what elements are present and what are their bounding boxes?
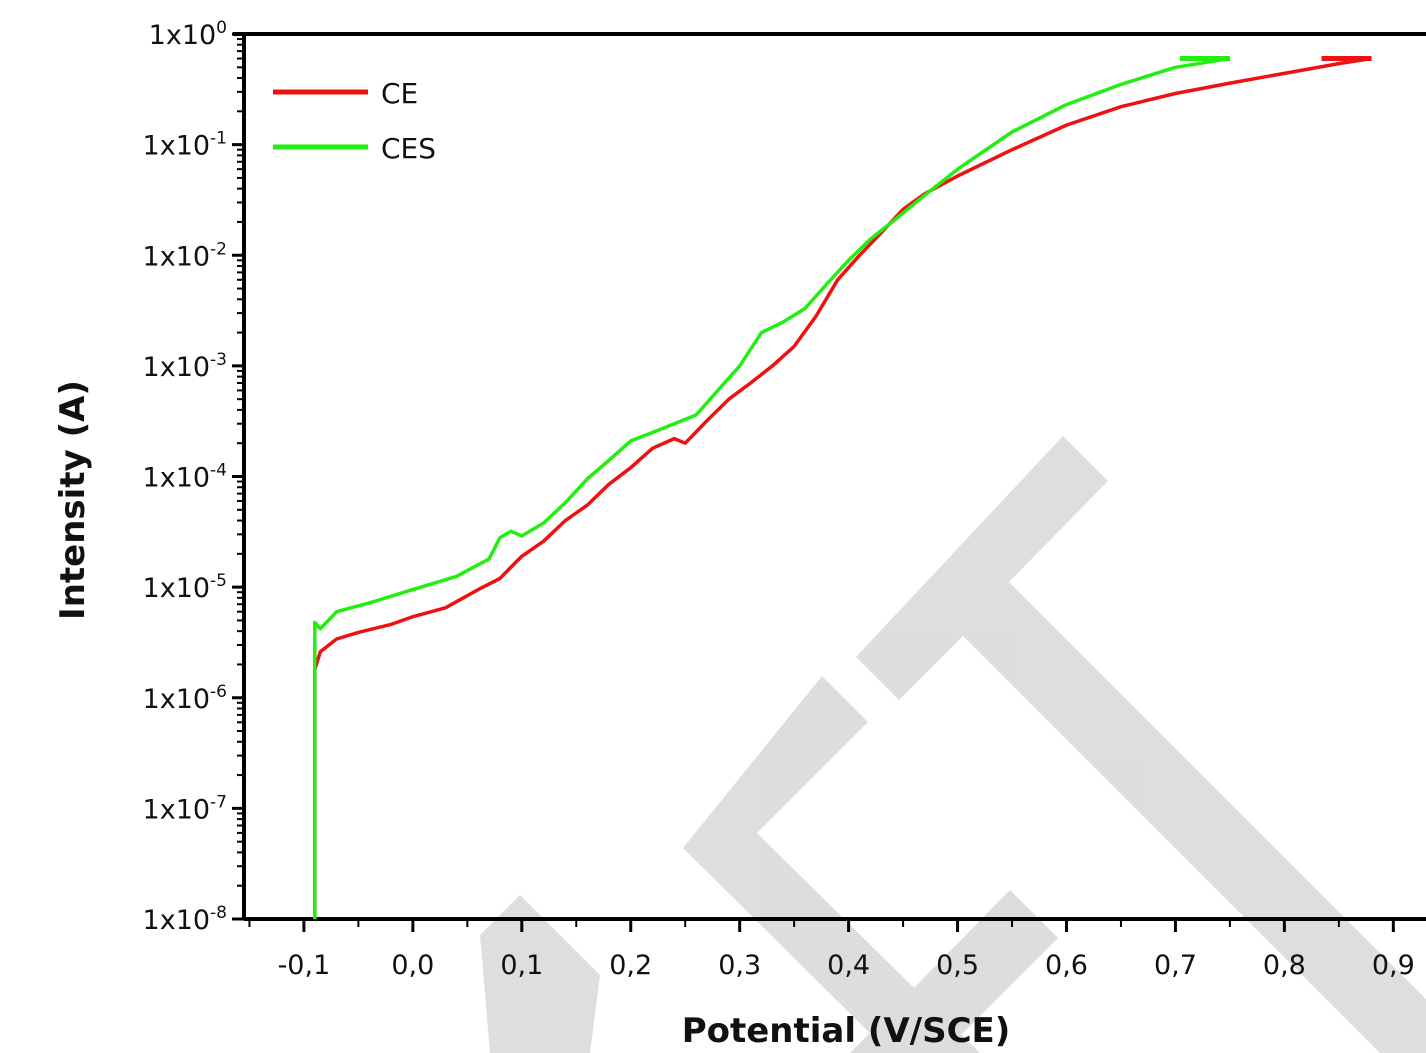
legend-label-ce: CE <box>381 77 418 110</box>
x-tick-label: 0,9 <box>1372 950 1415 981</box>
x-tick-label: 0,7 <box>1154 950 1197 981</box>
x-axis-title: Potential (V/SCE) <box>682 1011 1011 1051</box>
y-tick-label-exponent: 0 <box>216 18 227 38</box>
y-axis-ticks: 1x1001x10-11x10-21x10-31x10-41x10-51x10-… <box>143 18 244 936</box>
y-tick-label: 1x10-5 <box>143 571 227 604</box>
y-tick-label-base: 1x10 <box>143 463 211 494</box>
x-tick-label: 0,3 <box>718 950 761 981</box>
x-tick-label: 0,6 <box>1045 950 1088 981</box>
legend-label-ces: CES <box>381 132 436 165</box>
legend: CE CES <box>273 77 436 165</box>
series-layer <box>313 56 1372 919</box>
y-tick-label: 1x10-7 <box>143 792 227 825</box>
y-tick-label-base: 1x10 <box>149 20 217 51</box>
watermark-logo <box>480 436 1426 1053</box>
y-tick-label-base: 1x10 <box>143 131 211 162</box>
y-tick-label-base: 1x10 <box>143 352 211 383</box>
y-tick-label-base: 1x10 <box>143 684 211 715</box>
y-tick-label-exponent: -5 <box>210 571 227 591</box>
x-tick-label: -0,1 <box>278 950 331 981</box>
series-line-ces <box>313 56 1231 919</box>
x-axis-ticks: -0,1 0,0 0,1 0,2 0,3 0,4 0,5 0,6 0,7 0,8 0,9 <box>248 919 1415 981</box>
y-tick-label-exponent: -7 <box>210 792 227 812</box>
y-axis-title: Intensity (A) <box>53 380 93 620</box>
y-tick-label-exponent: -2 <box>210 239 227 259</box>
y-tick-label: 1x10-6 <box>143 682 227 715</box>
x-tick-label: 0,1 <box>500 950 543 981</box>
x-tick-label: 0,0 <box>391 950 434 981</box>
y-tick-label-exponent: -1 <box>210 129 227 149</box>
x-tick-label: 0,4 <box>827 950 870 981</box>
series-line-ce <box>313 56 1372 919</box>
y-tick-label: 1x10-2 <box>143 239 227 272</box>
x-tick-label: 0,8 <box>1263 950 1306 981</box>
y-tick-label: 1x10-4 <box>143 461 227 494</box>
y-tick-label-exponent: -6 <box>210 682 227 702</box>
y-tick-label: 1x10-8 <box>143 903 227 936</box>
y-tick-label-base: 1x10 <box>143 573 211 604</box>
y-tick-label-exponent: -3 <box>210 350 227 370</box>
y-tick-label-base: 1x10 <box>143 794 211 825</box>
y-tick-label-base: 1x10 <box>143 241 211 272</box>
x-tick-label: 0,2 <box>609 950 652 981</box>
y-tick-label-exponent: -4 <box>210 461 227 481</box>
y-tick-label: 1x10-1 <box>143 129 227 162</box>
y-tick-label-exponent: -8 <box>210 903 227 923</box>
y-tick-label: 1x10-3 <box>143 350 227 383</box>
x-tick-label: 0,5 <box>936 950 979 981</box>
y-tick-label: 1x100 <box>149 18 227 51</box>
y-tick-label-base: 1x10 <box>143 905 211 936</box>
